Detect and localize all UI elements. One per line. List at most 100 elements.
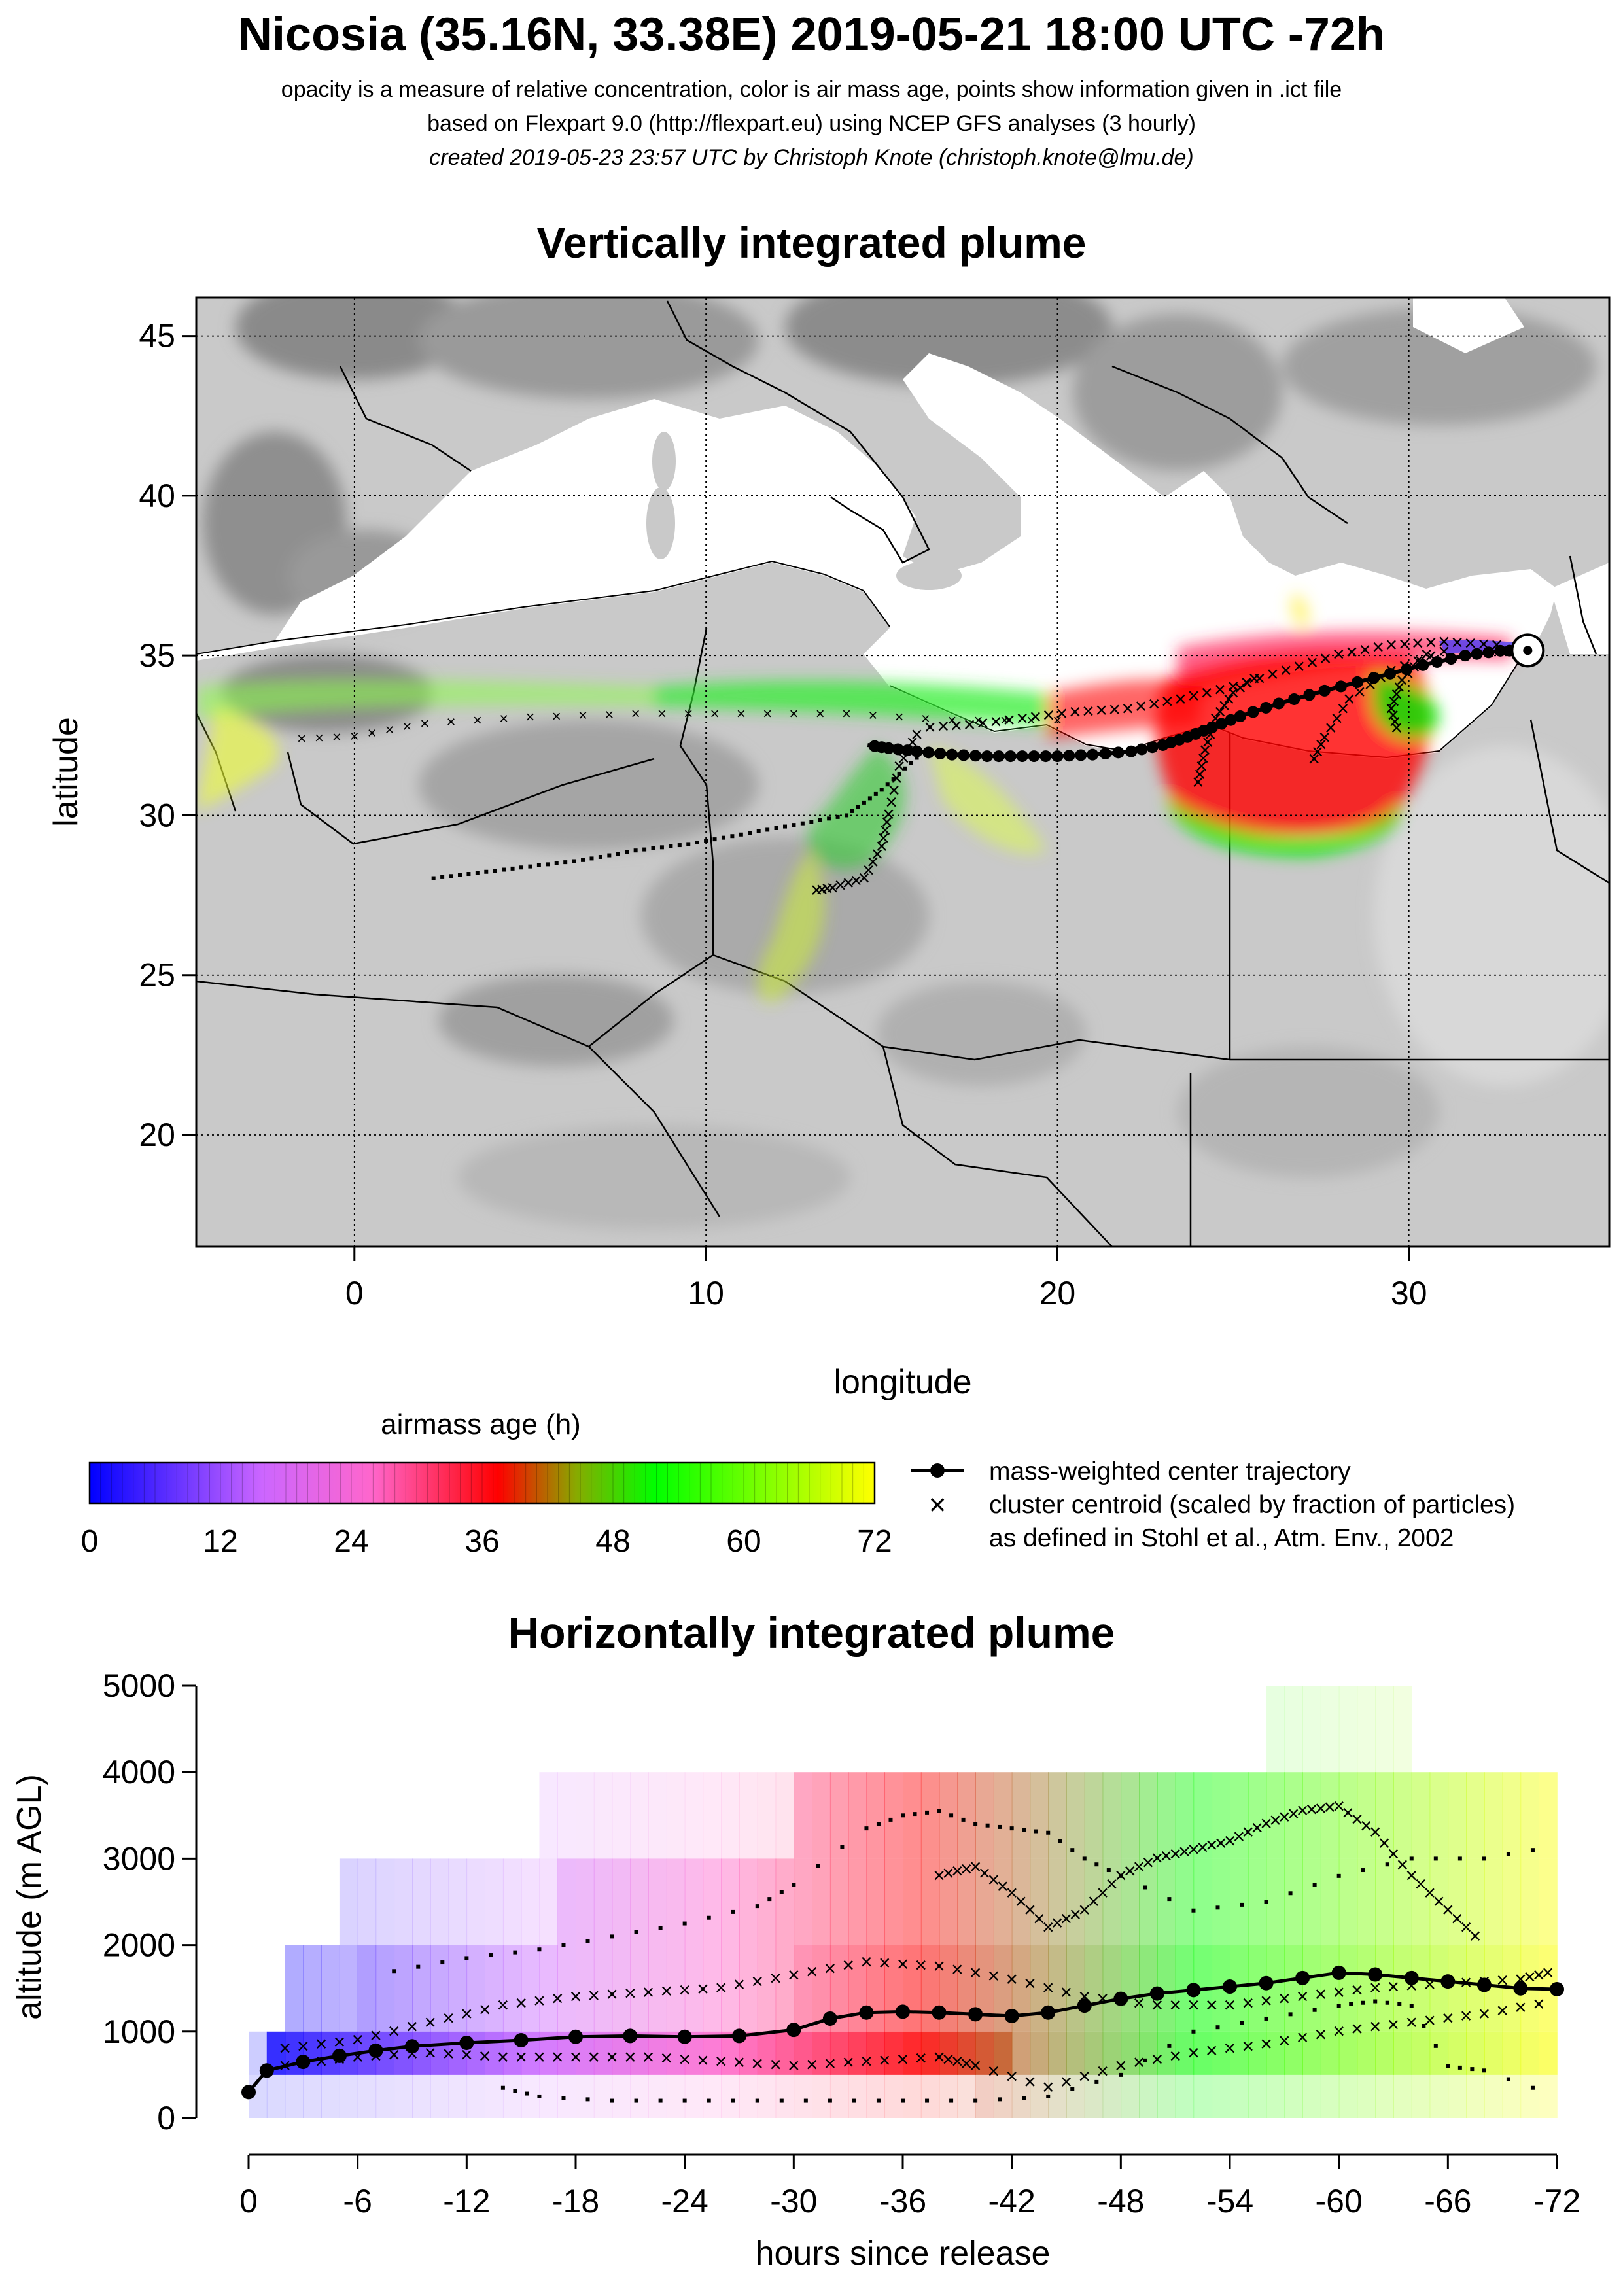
altitude-cluster-cross: ×	[1397, 1852, 1409, 1876]
map-dotted-point	[730, 834, 735, 839]
altitude-plume-cell	[648, 1772, 667, 1859]
map-center-point	[1051, 750, 1064, 763]
altitude-plume-cell	[1030, 1772, 1049, 1859]
map-xtick-label: 30	[1391, 1275, 1427, 1312]
altitude-dotted-point	[513, 1950, 517, 1955]
map-dotted-point	[850, 809, 854, 813]
altitude-cluster-cross: ×	[570, 2045, 582, 2068]
map-cluster-cross: ×	[974, 712, 983, 729]
altitude-dotted-point	[610, 2098, 614, 2103]
altitude-plume-cell	[1338, 2031, 1358, 2075]
altitude-center-point	[1368, 1967, 1383, 1982]
altitude-dotted-point	[634, 2098, 638, 2103]
altitude-dotted-point	[585, 2097, 590, 2102]
altitude-cluster-cross: ×	[1169, 1842, 1181, 1866]
altitude-center-point	[1223, 1979, 1237, 1994]
altitude-cluster-cross: ×	[442, 2006, 455, 2030]
altitude-plume-cell	[557, 2074, 576, 2118]
altitude-plume-cell	[1284, 2074, 1303, 2118]
altitude-plume-cell	[721, 1945, 740, 2032]
altitude-plume-cell	[612, 1945, 631, 2032]
altitude-cluster-cross: ×	[1351, 1807, 1363, 1831]
map-cluster-cross: ×	[888, 778, 900, 802]
altitude-plume-cell	[1121, 1945, 1140, 2032]
map-cluster-cross: ×	[882, 802, 895, 826]
altitude-plume-cell	[1411, 2074, 1431, 2118]
map-dotted-point	[651, 846, 655, 850]
altitude-dotted-point	[1143, 2058, 1147, 2062]
map-center-point	[1099, 748, 1111, 760]
altitude-cluster-cross: ×	[1360, 1814, 1372, 1837]
altitude-cluster-cross: ×	[1215, 1831, 1227, 1854]
altitude-cluster-cross: ×	[951, 1958, 964, 1981]
altitude-cluster-cross: ×	[1369, 2015, 1382, 2038]
altitude-dotted-point	[1070, 1848, 1075, 1852]
altitude-dotted-point	[840, 1845, 845, 1849]
altitude-cluster-cross: ×	[1323, 1796, 1336, 1819]
altitude-plume-cell	[1193, 2031, 1213, 2075]
altitude-ytick-label: 5000	[103, 1667, 175, 1704]
altitude-center-line	[247, 1971, 1558, 2093]
altitude-plume-cell	[1357, 1945, 1376, 2032]
altitude-plume-cell	[757, 1945, 777, 2032]
altitude-plume-cell	[1102, 1945, 1122, 2032]
altitude-plume-cell	[703, 1945, 722, 2032]
altitude-plume-cell	[1193, 1772, 1213, 1859]
map-dotted-point	[616, 852, 620, 856]
altitude-plume-cell	[1539, 1772, 1558, 1859]
altitude-plume-cell	[739, 1772, 758, 1859]
map-cluster-cross: ×	[1331, 706, 1343, 730]
altitude-plume-cell	[812, 1858, 831, 1945]
map-center-point	[946, 748, 958, 761]
altitude-dotted-point	[561, 2096, 566, 2100]
altitude-plume-cell	[848, 2074, 867, 2118]
map-cluster-cross: ×	[921, 710, 930, 727]
map-cluster-cross: ×	[875, 834, 888, 858]
map-center-point	[969, 750, 982, 762]
altitude-cluster-cross: ×	[733, 1973, 746, 1996]
map-dotted-point	[739, 832, 743, 837]
altitude-center-point	[459, 2035, 474, 2050]
map-cluster-cross: ×	[881, 810, 893, 834]
map-cluster-cross: ×	[1194, 762, 1206, 786]
altitude-dotted-point	[876, 2098, 881, 2103]
altitude-center-point	[822, 2011, 837, 2026]
altitude-plume-cell	[266, 2074, 286, 2118]
altitude-cluster-cross: ×	[606, 1983, 618, 2006]
altitude-plume-cell	[1393, 2031, 1412, 2075]
altitude-xtick-label: -18	[552, 2183, 599, 2219]
altitude-dotted-point	[561, 1943, 566, 1947]
altitude-plume-cell	[430, 1858, 449, 1945]
map-cluster-cross: ×	[1148, 692, 1161, 716]
map-cluster-cross: ×	[1174, 687, 1187, 711]
altitude-plume-cell	[339, 2074, 358, 2118]
altitude-cluster-cross: ×	[1187, 2041, 1200, 2064]
altitude-cluster-cross: ×	[533, 1989, 546, 2013]
altitude-plume-cell	[903, 1772, 922, 1859]
altitude-plume-cell	[1084, 2074, 1104, 2118]
altitude-plume-cell	[975, 1772, 994, 1859]
altitude-plume-cell	[375, 1945, 395, 2032]
map-center-point	[1234, 710, 1246, 723]
map-dotted-point	[633, 848, 638, 853]
map-cluster-cross: ×	[877, 826, 890, 850]
altitude-plume-cell	[993, 2031, 1013, 2075]
altitude-dotted-point	[707, 2098, 711, 2103]
altitude-cluster-cross: ×	[570, 1985, 582, 2008]
map-cluster-cross: ×	[1389, 710, 1401, 733]
altitude-plume-cell	[1502, 2031, 1522, 2075]
map-cluster-cross: ×	[1016, 706, 1028, 730]
altitude-xtick-label: -30	[770, 2183, 817, 2219]
altitude-plume-cell	[794, 2074, 812, 2118]
map-cluster-cross: ×	[1227, 674, 1240, 698]
altitude-plume-cell	[521, 1945, 540, 2032]
map-dotted-point	[835, 814, 840, 819]
altitude-plume-cell	[630, 1945, 649, 2032]
altitude-cluster-cross: ×	[642, 1980, 655, 2004]
colorbar-tick-label: 24	[334, 1524, 368, 1559]
map-center-point	[1125, 745, 1138, 757]
altitude-cluster-cross: ×	[1387, 1975, 1400, 1998]
altitude-xtick-label: -66	[1424, 2183, 1471, 2219]
map-dotted-point	[909, 761, 913, 765]
altitude-dotted-point	[1191, 2029, 1196, 2034]
